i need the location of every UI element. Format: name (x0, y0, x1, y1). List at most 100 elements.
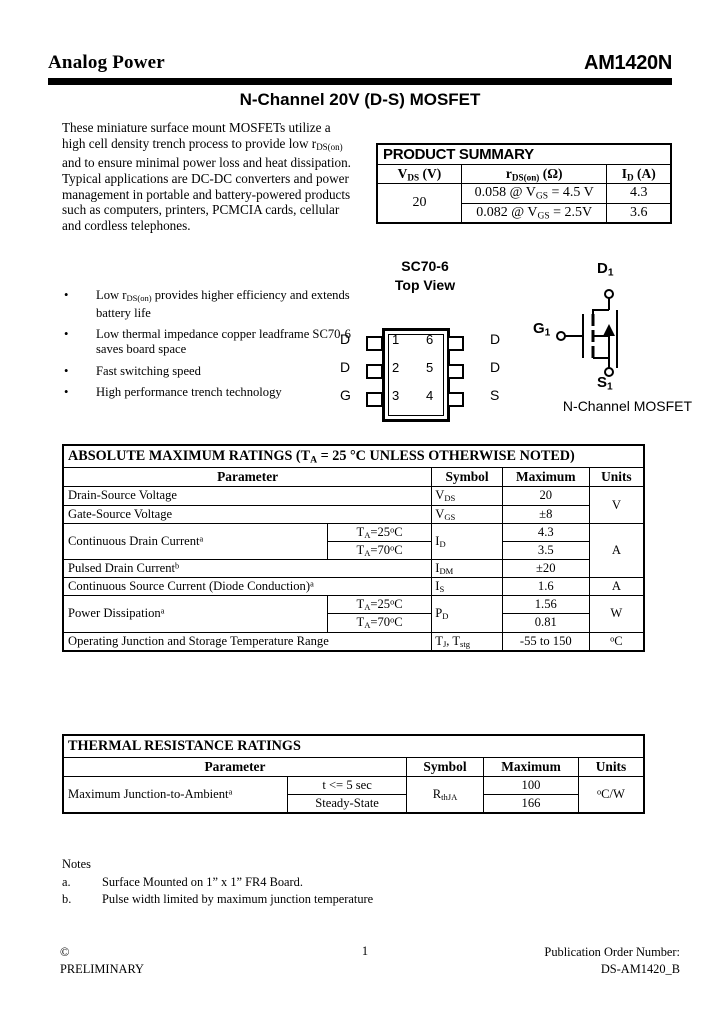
pin-label-left-2: D (340, 359, 351, 375)
col-header-parameter: Parameter (62, 467, 433, 488)
cell-id-2: 3.6 (606, 202, 672, 224)
pin-lead-5 (447, 364, 464, 379)
copyright-icon: © (60, 945, 70, 959)
cell-vds-value: 20 (376, 183, 462, 224)
footer-left: © PRELIMINARY (60, 944, 144, 978)
max-id-70c: 3.5 (501, 540, 590, 560)
condition-ta-70c-pd: TA=70oC (326, 613, 433, 633)
col-header-maximum: Maximum (501, 467, 590, 488)
intro-text-1: These miniature surface mount MOSFETs ut… (62, 120, 331, 151)
table-row: THERMAL RESISTANCE RATINGS (62, 734, 645, 758)
table-row: Steady-State 166 (63, 794, 644, 814)
table-row: TA=70oC 0.81 (63, 613, 644, 633)
pin-number-5: 5 (426, 360, 434, 375)
company-name: Analog Power (48, 52, 165, 73)
bullet-icon: • (64, 385, 69, 400)
pin-lead-3 (366, 392, 383, 407)
header-rule (48, 78, 672, 85)
absolute-maximum-ratings-table: ABSOLUTE MAXIMUM RATINGS (TA = 25 °C UNL… (62, 444, 645, 652)
table-row: 20 0.058 @ VGS = 4.5 V 4.3 (376, 183, 672, 224)
symbol-label-drain: D1 (597, 260, 614, 279)
part-number: AM1420N (584, 52, 672, 74)
table-row: PRODUCT SUMMARY (376, 143, 672, 165)
publication-order-label: Publication Order Number: (544, 945, 680, 959)
note-text-b: Pulse width limited by maximum junction … (102, 892, 374, 906)
param-pulsed-drain-current: Pulsed Drain Currentb (62, 558, 433, 579)
max-rthja-steady: 166 (483, 794, 579, 814)
condition-t-5sec: t <= 5 sec (287, 776, 407, 795)
symbol-label-gate: G1 (533, 320, 551, 339)
max-id-25c: 4.3 (501, 522, 590, 542)
param-power-dissipation: Power Dissipationa (62, 595, 328, 633)
units-celsius: oC (588, 631, 645, 652)
page-number: 1 (361, 944, 369, 958)
table-row: Operating Junction and Storage Temperatu… (62, 631, 645, 652)
param-max-junction-to-ambient: Maximum Junction-to-Ambienta (62, 776, 289, 814)
units-amps-id: A (588, 522, 645, 579)
notes-section: Notes a. Surface Mounted on 1” x 1” FR4 … (62, 856, 622, 908)
symbol-label-source: S1 (597, 374, 613, 393)
cell-rds-on-2: 0.082 @ VGS = 2.5V (460, 202, 608, 224)
param-continuous-source-current: Continuous Source Current (Diode Conduct… (62, 577, 433, 597)
symbol-vds: VDS (431, 486, 503, 506)
col-header-units: Units (577, 757, 645, 777)
footer-right: Publication Order Number: DS-AM1420_B (544, 944, 680, 978)
units-watts: W (588, 595, 645, 633)
page-footer: © PRELIMINARY 1 Publication Order Number… (50, 944, 680, 990)
pin-number-1: 1 (392, 332, 400, 347)
pin-lead-1 (366, 336, 383, 351)
condition-steady-state: Steady-State (287, 794, 407, 814)
table-row: Parameter Symbol Maximum Units (62, 467, 645, 488)
param-gate-source-voltage: Gate-Source Voltage (62, 504, 433, 524)
cell-rds-on-1: 0.058 @ VGS = 4.5 V (460, 183, 608, 204)
symbol-id: ID (431, 522, 503, 560)
table-row: Power Dissipationa TA=25oC PD 1.56 W (62, 595, 645, 633)
col-header-id: ID (A) (606, 163, 672, 185)
pin-number-2: 2 (392, 360, 400, 375)
abs-max-title: ABSOLUTE MAXIMUM RATINGS (TA = 25 °C UNL… (62, 444, 645, 469)
pin-label-left-1: D (340, 331, 351, 347)
pin-lead-2 (366, 364, 383, 379)
table-row: Pulsed Drain Currentb IDM ±20 (62, 558, 644, 579)
table-row: ABSOLUTE MAXIMUM RATINGS (TA = 25 °C UNL… (62, 444, 645, 469)
max-idm: ±20 (501, 558, 590, 579)
table-row: Continuous Drain Currenta TA=25oC ID 4.3… (62, 522, 645, 579)
table-row: Continuous Source Current (Diode Conduct… (62, 577, 645, 597)
symbol-rthja: RthJA (405, 776, 485, 814)
package-body-inner (388, 334, 444, 416)
features-list: • Low rDS(on) provides higher efficiency… (62, 288, 362, 407)
product-summary-table: PRODUCT SUMMARY VDS (V) rDS(on) (Ω) ID (… (376, 143, 672, 225)
col-header-symbol: Symbol (431, 467, 503, 488)
mosfet-symbol-icon (556, 289, 618, 377)
col-header-maximum: Maximum (483, 757, 579, 777)
symbol-tj-tstg: TJ, Tstg (431, 631, 503, 652)
symbol-idm: IDM (431, 558, 503, 579)
col-header-symbol: Symbol (405, 757, 485, 777)
list-item: • Low rDS(on) provides higher efficiency… (62, 288, 362, 320)
preliminary-status: PRELIMINARY (60, 962, 144, 976)
pin-label-left-3: G (340, 387, 351, 403)
table-row: Gate-Source Voltage VGS ±8 (62, 504, 644, 524)
list-item: • Low thermal impedance copper leadframe… (62, 327, 362, 356)
intro-paragraph: These miniature surface mount MOSFETs ut… (62, 120, 352, 233)
col-header-rds-on: rDS(on) (Ω) (460, 163, 608, 185)
feature-text: Low thermal impedance copper leadframe S… (96, 327, 351, 356)
max-pd-70c: 0.81 (501, 613, 590, 633)
feature-text: Low rDS(on) provides higher efficiency a… (96, 288, 350, 320)
max-is: 1.6 (501, 577, 590, 597)
document-title: N-Channel 20V (D-S) MOSFET (239, 90, 481, 109)
units-c-per-w: o°C/WC/W (577, 776, 645, 814)
max-rthja-5sec: 100 (483, 776, 579, 795)
thermal-title: THERMAL RESISTANCE RATINGS (62, 734, 645, 758)
package-diagram: SC70-6 Top View 1 2 3 6 5 4 D D G D D S (330, 258, 520, 423)
rds-on-symbol: rDS(on) (311, 135, 343, 152)
pin-label-right-5: D (490, 359, 501, 375)
list-item: • High performance trench technology (62, 385, 362, 400)
page-header: Analog Power AM1420N (48, 52, 672, 78)
cell-id-1: 4.3 (606, 183, 672, 204)
bullet-icon: • (64, 327, 69, 342)
pin-label-right-4: S (490, 387, 500, 403)
pin-lead-6 (447, 336, 464, 351)
max-vds: 20 (501, 486, 590, 506)
